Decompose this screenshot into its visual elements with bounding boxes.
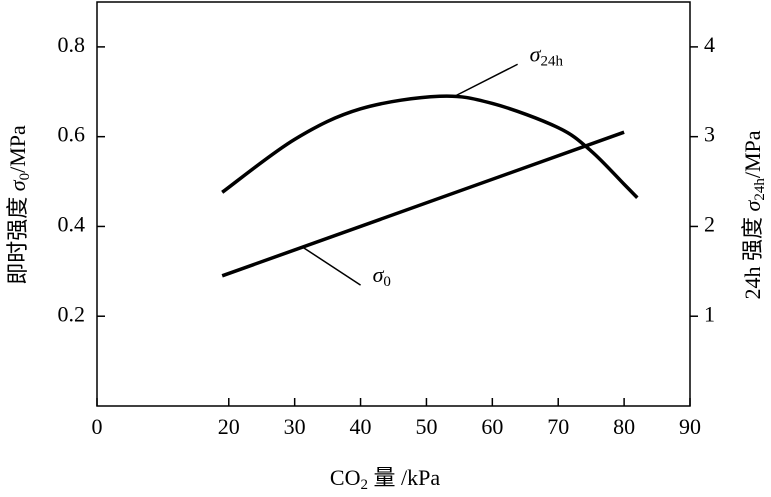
x-tick-label: 90 bbox=[679, 414, 701, 439]
x-tick-label: 30 bbox=[284, 414, 306, 439]
annotation-symbol: σ bbox=[530, 41, 542, 66]
y-axis-label: 即时强度 σ0/MPa bbox=[5, 125, 33, 285]
y2-axis-label: 24h 强度 σ24h/MPa bbox=[740, 130, 768, 299]
x-tick-label: 0 bbox=[92, 414, 103, 439]
leader-line bbox=[302, 246, 361, 286]
y2-tick-label: 1 bbox=[704, 301, 715, 326]
plot-frame bbox=[96, 1, 691, 407]
x-tick-label: 40 bbox=[350, 414, 372, 439]
annotation-subscript: 0 bbox=[383, 275, 391, 291]
x-axis-label: CO2 量 /kPa bbox=[330, 465, 440, 493]
x-tick-label: 80 bbox=[613, 414, 635, 439]
y2-tick-label: 3 bbox=[704, 122, 715, 147]
series-line bbox=[221, 130, 625, 278]
annotation-symbol: σ bbox=[373, 262, 385, 287]
leader-line bbox=[454, 63, 518, 97]
x-tick-label: 20 bbox=[218, 414, 240, 439]
annotation: σ0 bbox=[373, 262, 391, 290]
y-tick-label: 0.2 bbox=[58, 301, 86, 326]
x-tick-label: 50 bbox=[415, 414, 437, 439]
x-tick-label: 70 bbox=[547, 414, 569, 439]
y2-tick-label: 4 bbox=[704, 32, 715, 57]
x-tick-label: 60 bbox=[481, 414, 503, 439]
y-tick-label: 0.8 bbox=[58, 32, 86, 57]
series-line bbox=[221, 94, 639, 199]
annotation: σ24h bbox=[530, 41, 564, 69]
y-tick-label: 0.6 bbox=[58, 122, 86, 147]
y2-tick-label: 2 bbox=[704, 211, 715, 236]
y-tick-label: 0.4 bbox=[58, 211, 86, 236]
annotation-subscript: 24h bbox=[540, 54, 563, 70]
